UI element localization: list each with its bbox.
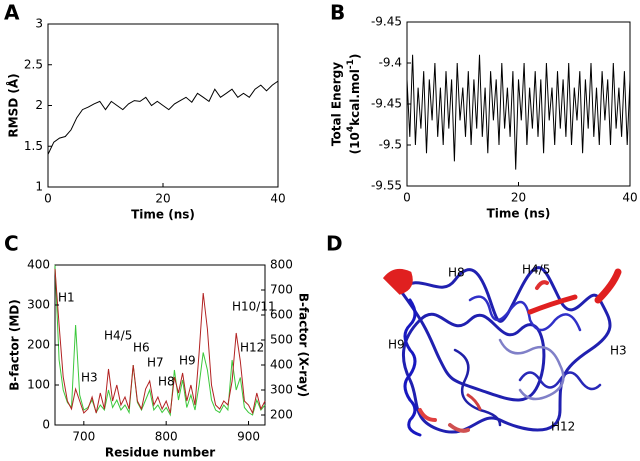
annotation: H3 bbox=[81, 371, 98, 385]
y-tick-label: 400 bbox=[27, 258, 50, 272]
y-axis-label: RMSD (Å) bbox=[6, 73, 21, 137]
x-tick-label: 0 bbox=[403, 191, 411, 205]
y-tick-label: -9.45 bbox=[371, 97, 402, 111]
data-line bbox=[47, 80, 279, 155]
y-tick-label: -9.4 bbox=[379, 56, 402, 70]
y-axis-label: (104kcal.mol-1) bbox=[346, 54, 362, 155]
x-tick-label: 20 bbox=[155, 192, 170, 206]
x-axis-label: Time (ns) bbox=[487, 207, 551, 221]
y-tick-label: 400 bbox=[270, 358, 293, 372]
y-tick-label: 0 bbox=[42, 418, 50, 432]
annotation: H8 bbox=[158, 375, 175, 389]
annotation: H4/5 bbox=[104, 329, 132, 343]
x-tick-label: 20 bbox=[511, 191, 526, 205]
y-axis-label-part: ) bbox=[348, 54, 362, 59]
x-axis-label: Residue number bbox=[105, 446, 215, 460]
x-tick-label: 700 bbox=[72, 430, 95, 444]
annotation: H7 bbox=[147, 356, 164, 370]
y-tick-label: 1.5 bbox=[24, 139, 43, 153]
x-tick-label: 40 bbox=[270, 192, 285, 206]
y-tick-label: 300 bbox=[27, 298, 50, 312]
x-tick-label: 40 bbox=[622, 191, 637, 205]
y-tick-label: 800 bbox=[270, 258, 293, 272]
y-axis-label-part: 4 bbox=[346, 126, 356, 132]
y-tick-label: 200 bbox=[270, 408, 293, 422]
y-axis-label-part: kcal.mol bbox=[348, 69, 362, 126]
panel-letter: C bbox=[4, 232, 19, 256]
y-axis-label-part: (10 bbox=[348, 132, 362, 154]
panel-letter: D bbox=[326, 232, 343, 256]
y-tick-label: 500 bbox=[270, 333, 293, 347]
x-tick-label: 800 bbox=[155, 430, 178, 444]
annotation: H9 bbox=[179, 354, 196, 368]
helix-label: H12 bbox=[551, 420, 575, 434]
helix-label: H8 bbox=[448, 266, 465, 280]
panel-letter: B bbox=[330, 1, 345, 25]
data-line bbox=[54, 268, 266, 415]
x-tick-label: 0 bbox=[44, 192, 52, 206]
plot-frame bbox=[54, 264, 266, 426]
y-tick-label: 2.5 bbox=[24, 57, 43, 71]
y-tick-label: 700 bbox=[270, 283, 293, 297]
y-tick-label: 3 bbox=[35, 17, 43, 31]
y-tick-label: 200 bbox=[27, 338, 50, 352]
y-tick-label: 1 bbox=[35, 180, 43, 194]
protein-structure bbox=[382, 266, 622, 437]
x-tick-label: 900 bbox=[237, 430, 260, 444]
y-tick-label: -9.55 bbox=[371, 179, 402, 193]
annotation: H10/11 bbox=[232, 300, 276, 314]
x-axis-label: Time (ns) bbox=[131, 208, 195, 222]
annotation: H12 bbox=[240, 341, 264, 355]
y-axis-label-part: -1 bbox=[346, 59, 356, 69]
y-tick-label: -9.45 bbox=[371, 15, 402, 29]
panel-letter: A bbox=[4, 1, 20, 25]
helix-label: H9 bbox=[388, 338, 405, 352]
y-tick-label: 2 bbox=[35, 98, 43, 112]
y-axis-label: B-factor (MD) bbox=[8, 299, 22, 391]
y-axis-label: Total Energy bbox=[330, 62, 344, 146]
helix-label: H4/5 bbox=[522, 263, 550, 277]
y-tick-label: 600 bbox=[270, 308, 293, 322]
data-line bbox=[54, 264, 266, 417]
helix-label: H3 bbox=[610, 344, 627, 358]
y-tick-label: 300 bbox=[270, 383, 293, 397]
plot-frame bbox=[406, 21, 631, 187]
annotation: H6 bbox=[133, 341, 150, 355]
y-tick-label: 100 bbox=[27, 378, 50, 392]
annotation: H1 bbox=[58, 291, 75, 305]
data-line bbox=[406, 54, 631, 170]
y-tick-label: -9.5 bbox=[379, 138, 402, 152]
y2-axis-label: B-factor (X-ray) bbox=[297, 293, 311, 397]
